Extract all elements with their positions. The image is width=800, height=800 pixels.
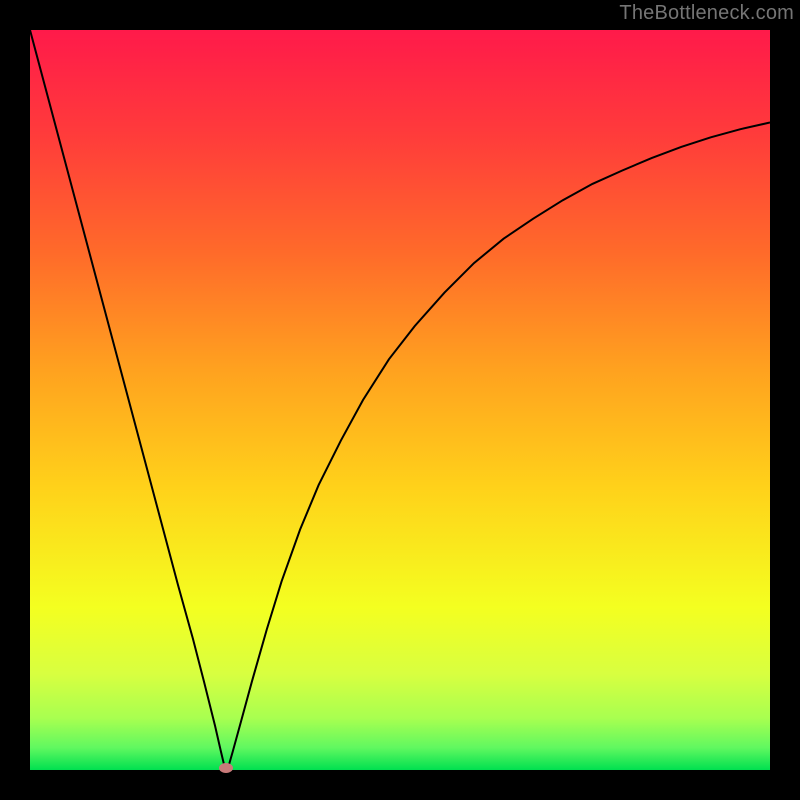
curve-left-branch	[30, 30, 225, 767]
plot-area	[30, 30, 770, 770]
optimum-marker	[219, 763, 233, 773]
bottleneck-curve	[30, 30, 770, 770]
curve-right-branch	[228, 123, 770, 768]
watermark-text: TheBottleneck.com	[619, 2, 794, 25]
